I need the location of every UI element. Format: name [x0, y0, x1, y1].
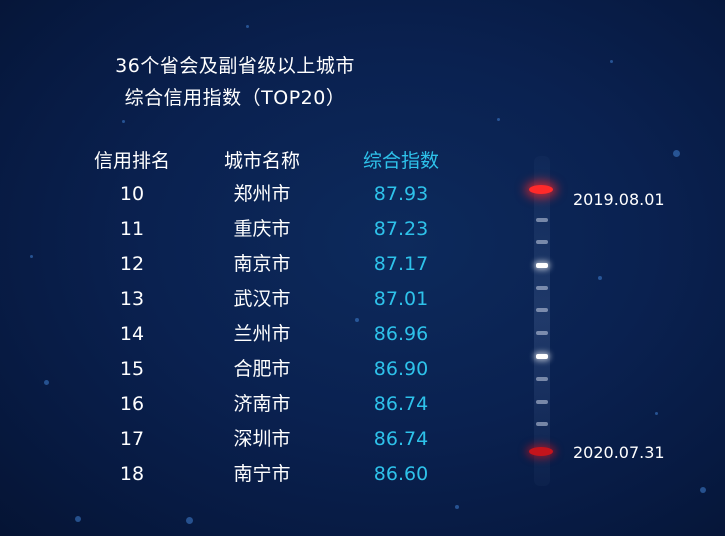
chart-title-line1: 36个省会及副省级以上城市 [115, 55, 355, 77]
index-cell: 86.74 [373, 428, 429, 450]
timeline-tick [536, 218, 548, 222]
index-cell: 86.90 [373, 358, 429, 380]
timeline-start-marker[interactable] [529, 185, 553, 194]
table-row: 15 合肥市 86.90 [0, 357, 470, 392]
city-cell: 郑州市 [233, 183, 291, 205]
rank-cell: 17 [119, 428, 145, 450]
header-city: 城市名称 [223, 150, 300, 172]
timeline-tick [536, 400, 548, 404]
rank-cell: 11 [119, 218, 145, 240]
rank-cell: 15 [119, 358, 145, 380]
timeline-track [534, 156, 550, 486]
index-cell: 86.96 [373, 323, 429, 345]
index-cell: 86.74 [373, 393, 429, 415]
table-row: 11 重庆市 87.23 [0, 217, 470, 252]
city-cell: 合肥市 [233, 358, 291, 380]
timeline-end-marker[interactable] [529, 447, 553, 456]
timeline-tick [536, 331, 548, 335]
chart-title-line2: 综合信用指数（TOP20） [124, 87, 346, 109]
header-rank: 信用排名 [93, 150, 170, 172]
city-cell: 重庆市 [233, 218, 291, 240]
city-cell: 南京市 [233, 253, 291, 275]
city-cell: 深圳市 [233, 428, 291, 450]
table-row: 13 武汉市 87.01 [0, 287, 470, 322]
timeline-start-date: 2019.08.01 [573, 190, 665, 209]
rank-cell: 13 [119, 288, 145, 310]
city-cell: 济南市 [233, 393, 291, 415]
timeline-tick [536, 240, 548, 244]
header-index: 综合指数 [362, 150, 439, 172]
rank-cell: 14 [119, 323, 145, 345]
index-cell: 87.23 [373, 218, 429, 240]
rank-cell: 12 [119, 253, 145, 275]
timeline-tick [536, 286, 548, 290]
city-cell: 南宁市 [233, 463, 291, 485]
index-cell: 87.17 [373, 253, 429, 275]
table-row: 18 南宁市 86.60 [0, 462, 470, 497]
timeline-tick [536, 308, 548, 312]
city-cell: 武汉市 [233, 288, 291, 310]
timeline-tick [536, 354, 548, 359]
table-row: 12 南京市 87.17 [0, 252, 470, 287]
city-cell: 兰州市 [233, 323, 291, 345]
timeline-tick [536, 263, 548, 268]
timeline-tick [536, 422, 548, 426]
timeline-tick [536, 377, 548, 381]
rank-cell: 18 [119, 463, 145, 485]
rank-cell: 10 [119, 183, 145, 205]
table-row: 14 兰州市 86.96 [0, 322, 470, 357]
table-row: 17 深圳市 86.74 [0, 427, 470, 462]
timeline-end-date: 2020.07.31 [573, 443, 665, 462]
index-cell: 87.93 [373, 183, 429, 205]
index-cell: 87.01 [373, 288, 429, 310]
rank-cell: 16 [119, 393, 145, 415]
table-row: 10 郑州市 87.93 [0, 182, 470, 217]
table-row: 16 济南市 86.74 [0, 392, 470, 427]
index-cell: 86.60 [373, 463, 429, 485]
